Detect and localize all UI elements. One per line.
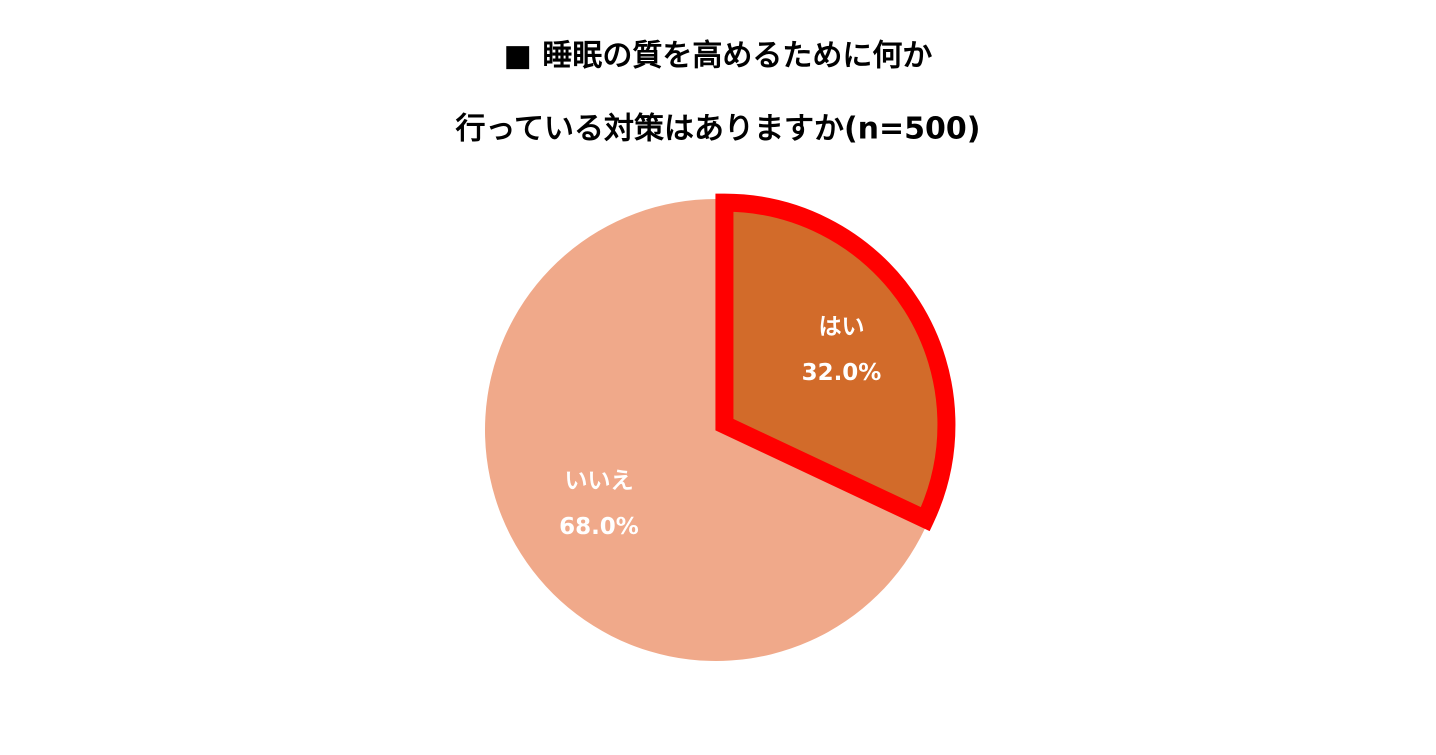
pie-slice: [484, 199, 926, 662]
value-label: 68.0%: [559, 514, 639, 540]
value-label: 32.0%: [802, 360, 882, 386]
slice-label: いいえ: [564, 468, 633, 494]
slice-label: はい: [818, 314, 864, 340]
chart-title: ■ 睡眠の質を高めるために何か: [504, 39, 933, 74]
chart-title: 行っている対策はありますか(n=500): [454, 112, 980, 147]
pie-slice: [715, 193, 956, 532]
